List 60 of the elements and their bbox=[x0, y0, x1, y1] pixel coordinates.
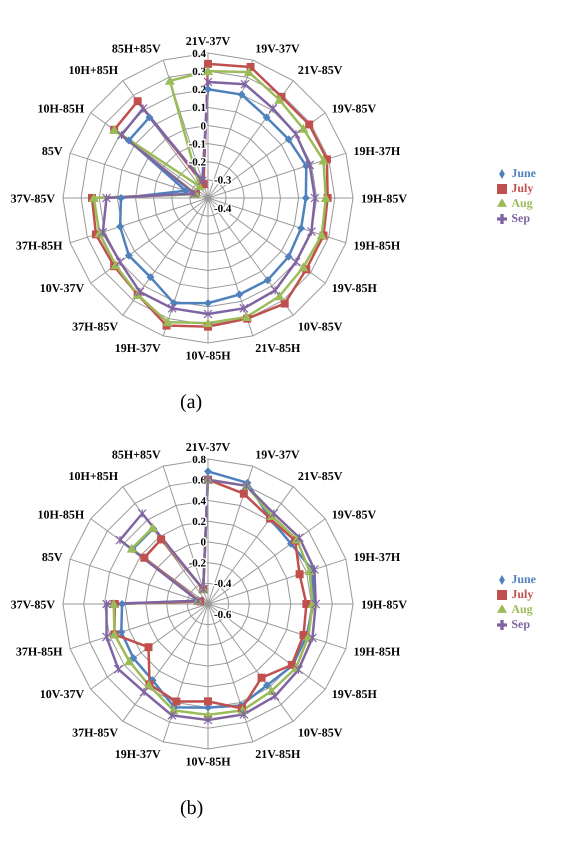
spoke-label: 19H-85V bbox=[361, 191, 408, 206]
spoke-label: 37H-85V bbox=[72, 725, 118, 740]
spoke-label: 19V-37V bbox=[255, 41, 300, 56]
y-tick-label: 0.2 bbox=[192, 84, 206, 96]
spoke-label: 85H+85V bbox=[112, 41, 162, 56]
spoke-label: 19H-85H bbox=[354, 238, 401, 253]
spoke-label: 85V bbox=[42, 144, 63, 158]
spoke-label: 21V-85V bbox=[298, 63, 343, 78]
spoke-label: 10V-85V bbox=[298, 725, 343, 740]
spoke-label: 21V-85H bbox=[255, 747, 302, 762]
y-tick-label: 0.8 bbox=[192, 454, 206, 466]
spoke-label: 19H-85V bbox=[361, 597, 408, 612]
y-tick-label: -0.6 bbox=[214, 608, 232, 621]
spoke-label: 21V-37V bbox=[186, 34, 231, 48]
spoke-label: 19H-37V bbox=[114, 747, 162, 762]
spoke-label: 85H+85V bbox=[112, 447, 162, 462]
legend-label: June bbox=[511, 572, 536, 586]
spoke-label: 37H-85V bbox=[72, 319, 118, 334]
spoke-label: 21V-85V bbox=[298, 469, 343, 484]
y-tick-label: 0.4 bbox=[192, 48, 206, 60]
spoke-label: 19H-37V bbox=[114, 341, 162, 356]
legend-label: July bbox=[511, 180, 534, 194]
y-tick-label: 0.1 bbox=[192, 102, 206, 114]
spoke-label: 10H-85H bbox=[38, 507, 85, 522]
y-tick-label: -0.3 bbox=[214, 174, 232, 187]
spoke-label: 10H-85H bbox=[38, 101, 85, 116]
y-tick-label: -0.4 bbox=[214, 578, 232, 590]
spoke-label: 19H-37H bbox=[354, 144, 401, 158]
spoke-label: 85V bbox=[42, 550, 63, 564]
spoke-label: 10V-37V bbox=[40, 687, 85, 702]
spoke-label: 21V-37V bbox=[186, 440, 231, 454]
y-tick-label: 0.4 bbox=[192, 495, 206, 508]
spoke-label: 19V-85H bbox=[332, 687, 378, 702]
spoke-label: 10V-85V bbox=[298, 319, 343, 334]
spoke-label: 10H+85H bbox=[68, 63, 119, 78]
legend-label: Sep bbox=[511, 210, 530, 224]
spoke-label: 19V-85V bbox=[332, 507, 377, 522]
spoke-label: 10V-85H bbox=[185, 754, 232, 769]
spoke-label: 21V-85H bbox=[255, 341, 302, 356]
spoke-label: 10H+85H bbox=[68, 469, 119, 484]
spoke-label: 19H-37H bbox=[354, 550, 401, 564]
legend-label: Sep bbox=[511, 616, 530, 630]
legend-label: June bbox=[511, 166, 536, 180]
spoke-label: 19V-37V bbox=[255, 447, 300, 462]
y-tick-label: 0 bbox=[200, 536, 206, 549]
legend-label: Aug bbox=[511, 602, 533, 616]
text: (b) bbox=[179, 797, 204, 820]
y-tick-label: -0.4 bbox=[214, 202, 232, 215]
legend-label: Aug bbox=[511, 196, 533, 210]
spoke-label: 19H-85H bbox=[354, 644, 401, 659]
spoke-label: 37H-85H bbox=[16, 238, 64, 253]
text: (a) bbox=[179, 391, 204, 414]
spoke-label: 19V-85V bbox=[332, 101, 377, 116]
spoke-label: 10V-37V bbox=[40, 281, 85, 296]
spoke-label: 19V-85H bbox=[332, 281, 378, 296]
spoke-label: 37V-85V bbox=[10, 191, 56, 206]
spoke-label: 37H-85H bbox=[16, 644, 64, 659]
legend-label: July bbox=[511, 586, 534, 600]
spoke-label: 10V-85H bbox=[185, 348, 232, 363]
spoke-label: 37V-85V bbox=[10, 597, 56, 612]
